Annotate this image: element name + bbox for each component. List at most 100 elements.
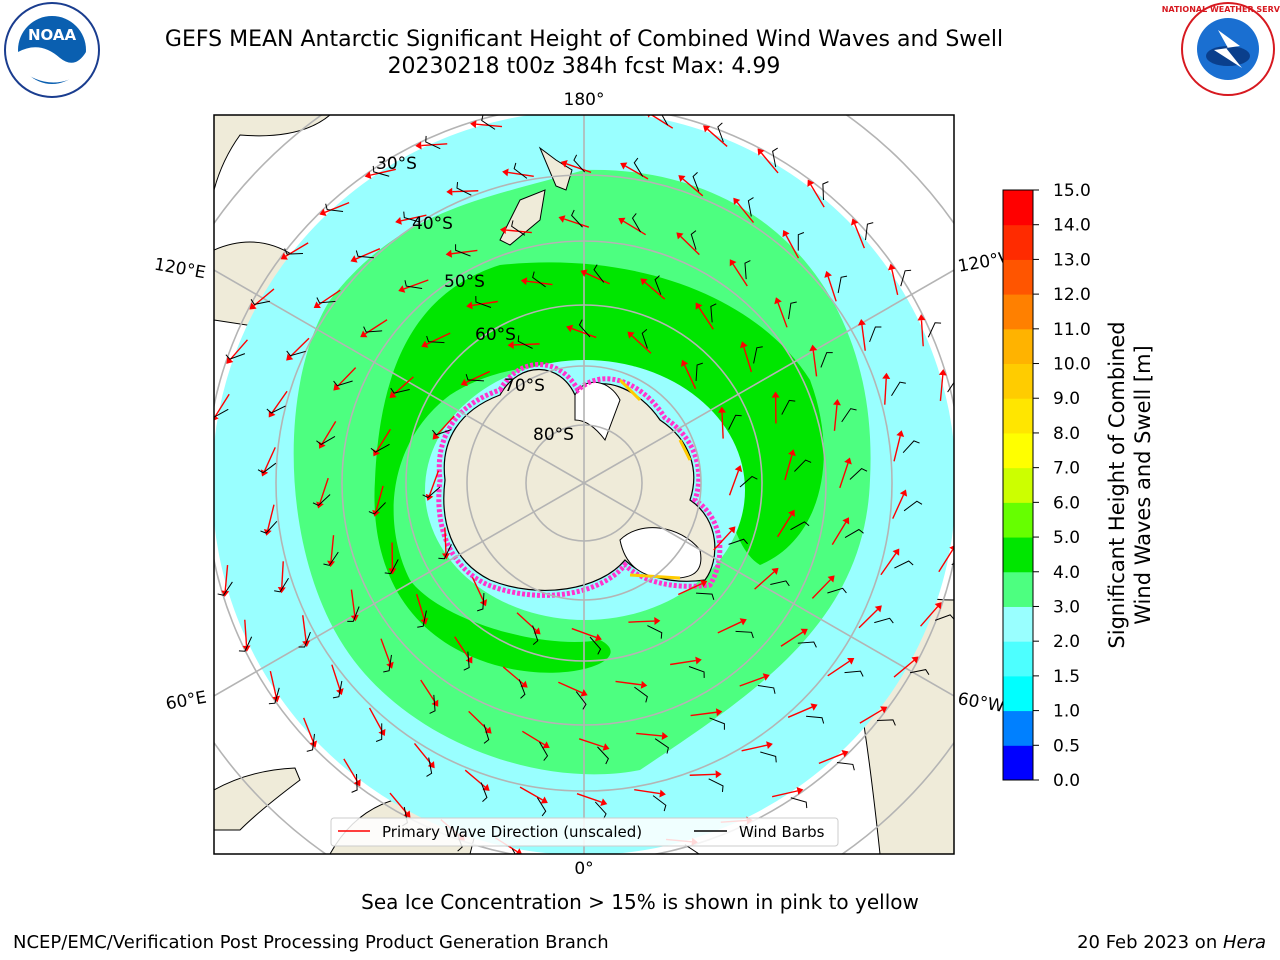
- colorbar-frame: [1002, 189, 1034, 781]
- wind-barb: [597, 746, 609, 765]
- wind-barb: [480, 782, 488, 802]
- vector-layer: [214, 115, 954, 854]
- wave-direction-arrow: [566, 163, 592, 173]
- wave-direction-arrowhead: [695, 656, 702, 665]
- wind-barb: [747, 197, 754, 217]
- map-plot: [214, 115, 954, 854]
- wind-barb: [532, 271, 546, 288]
- colorbar-segment: [1003, 502, 1033, 538]
- wind-barb: [797, 232, 805, 251]
- wave-direction-arrow: [736, 201, 755, 223]
- wave-direction-arrowhead: [841, 749, 849, 758]
- wind-barb: [641, 329, 648, 349]
- wave-direction-arrowhead: [739, 618, 747, 626]
- wind-barb: [425, 135, 441, 150]
- wind-barb: [368, 502, 386, 515]
- wave-direction-arrowhead: [703, 125, 711, 133]
- wind-barb: [806, 715, 825, 724]
- wind-barb: [274, 578, 289, 593]
- wave-direction-arrowhead: [520, 277, 528, 286]
- wind-barb: [593, 264, 605, 283]
- wind-barb: [372, 165, 390, 177]
- colorbar-tick-label: 9.0: [1053, 389, 1080, 409]
- wave-direction-arrow: [585, 272, 610, 285]
- wave-direction-arrow: [380, 638, 391, 664]
- colorbar-tick-label: 13.0: [1053, 250, 1091, 270]
- wave-direction-arrow: [375, 485, 384, 512]
- colorbar-tick-label: 7.0: [1053, 459, 1080, 479]
- wave-direction-arrow: [623, 220, 647, 236]
- wave-direction-arrow: [858, 609, 879, 629]
- wind-barb: [633, 157, 644, 177]
- wind-barb: [757, 685, 776, 694]
- wave-direction-arrowhead: [810, 703, 818, 711]
- wind-barb: [790, 521, 810, 531]
- wave-direction-arrowhead: [782, 229, 790, 238]
- colorbar-segment: [1003, 710, 1033, 746]
- colorbar-label-line1: Significant Height of Combined: [1105, 321, 1129, 648]
- wave-direction-arrowhead: [277, 587, 286, 594]
- wind-barb: [760, 751, 777, 763]
- wave-direction-arrowhead: [566, 324, 574, 333]
- wave-direction-arrow: [771, 790, 798, 798]
- wave-direction-arrow: [644, 281, 666, 300]
- colorbar-tick-label: 0.5: [1053, 736, 1080, 756]
- wind-barb: [844, 670, 864, 677]
- wind-barb: [770, 580, 790, 587]
- wind-barb: [728, 414, 742, 430]
- wave-direction-arrowhead: [774, 297, 782, 305]
- wind-barb: [781, 399, 796, 415]
- colorbar-segment: [1003, 467, 1033, 503]
- wave-direction-arrow: [689, 773, 716, 776]
- colorbar-tick-label: 15.0: [1053, 181, 1091, 201]
- wind-barb: [513, 162, 528, 179]
- wave-direction-arrowhead: [850, 218, 859, 226]
- wave-direction-arrow: [677, 582, 703, 596]
- colorbar-tick-label: 2.0: [1053, 632, 1080, 652]
- wave-direction-arrow: [827, 660, 850, 677]
- wave-direction-arrowhead: [540, 796, 548, 804]
- wind-barb: [518, 679, 526, 699]
- wave-direction-arrowhead: [445, 249, 453, 258]
- wave-direction-arrow: [578, 738, 605, 748]
- wind-barb: [417, 610, 427, 628]
- wind-barb: [286, 350, 306, 357]
- wind-barb: [844, 528, 864, 538]
- colorbar-tick-label: 10.0: [1053, 355, 1091, 375]
- wave-direction-arrowhead: [847, 657, 855, 665]
- wave-direction-arrowhead: [515, 848, 522, 854]
- colorbar-segment: [1003, 571, 1033, 607]
- colorbar-segment: [1003, 294, 1033, 330]
- wind-barb: [688, 666, 705, 678]
- wind-barb: [250, 299, 271, 305]
- wind-barb: [822, 181, 829, 200]
- wave-direction-arrowhead: [372, 509, 380, 517]
- wave-direction-arrow: [650, 115, 674, 129]
- wave-direction-arrowhead: [899, 489, 908, 497]
- lon-label-60e: 60°E: [164, 688, 208, 715]
- wave-direction-arrowhead: [313, 301, 321, 309]
- wave-direction-arrow: [884, 378, 887, 405]
- wave-direction-arrowhead: [432, 432, 440, 440]
- wind-barb: [690, 230, 697, 250]
- wave-direction-arrow: [831, 522, 847, 546]
- wind-barb: [363, 326, 383, 333]
- wave-direction-arrow: [571, 627, 597, 639]
- wave-direction-arrowhead: [757, 148, 765, 156]
- wave-direction-arrowhead: [421, 340, 429, 348]
- wind-barb: [827, 587, 847, 594]
- wind-barb: [744, 260, 751, 280]
- wind-barb: [298, 631, 311, 648]
- colorbar-tick-label: 1.0: [1053, 702, 1080, 722]
- wave-direction-arrowhead: [788, 509, 795, 517]
- wave-direction-arrow: [393, 376, 414, 395]
- wind-barb: [903, 500, 923, 512]
- colorbar-tick-label: 4.0: [1053, 563, 1080, 583]
- wave-direction-arrowhead: [395, 216, 402, 225]
- wave-direction-arrowhead: [739, 341, 748, 349]
- wave-direction-arrow: [631, 335, 652, 354]
- wave-direction-arrowhead: [734, 465, 743, 473]
- wave-direction-arrow: [263, 447, 276, 472]
- map-frame: [213, 114, 955, 855]
- wave-direction-arrow: [920, 320, 924, 347]
